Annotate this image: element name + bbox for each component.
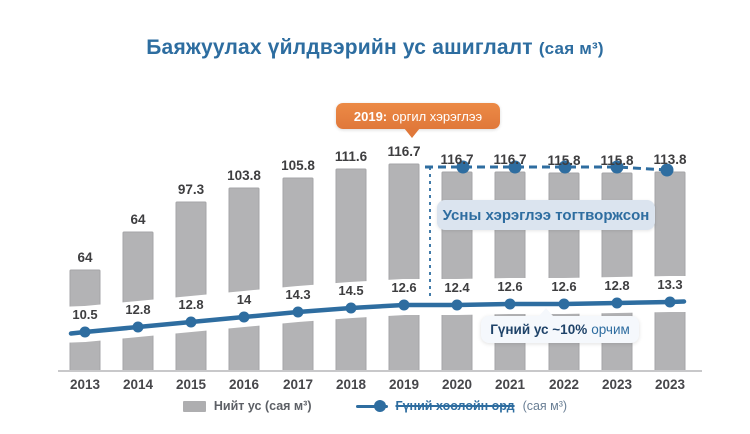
line-value-label: 12.6 [497,279,522,294]
x-axis-year-label: 2018 [336,377,367,392]
bar [388,163,420,372]
line-value-label: 13.3 [657,277,682,292]
title-text: Баяжуулах үйлдвэрийн ус ашиглалт [146,36,533,59]
line-value-label: 12.8 [604,278,629,293]
x-axis-year-label: 2023 [655,377,686,392]
legend-item-total-water: Нийт ус (сая м³) [182,399,312,413]
bar [175,201,207,372]
annotation-groundwater-bold: Гүний ус ~10% [490,322,588,337]
x-axis-year-label: 2017 [283,377,313,392]
peak-year-callout: 2019: оргил хэрэглээ [336,103,500,138]
bar [335,168,367,372]
callout-year: 2019: [353,108,388,124]
annotation-stabilized: Усны хэрэглээ тогтворжсон [437,200,655,230]
line-point-marker [451,299,463,311]
bar-value-label: 115.8 [547,153,581,168]
line-point-marker [185,316,197,328]
x-axis-year-label: 2014 [123,377,154,392]
line-value-label: 14 [237,292,252,307]
bar-value-label: 111.6 [335,149,368,164]
callout-pointer-icon [404,128,420,138]
bar [282,177,314,372]
line-value-label: 10.5 [72,307,97,322]
bar-value-label: 115.8 [600,153,634,168]
bar-value-label: 64 [130,212,146,227]
bar [228,187,260,372]
line-dot-icon [355,400,388,412]
bar-value-label: 64 [77,250,93,265]
bar-value-label: 103.8 [227,168,261,183]
dashed-line-marker [610,160,624,174]
line-point-marker [292,306,304,318]
legend-item-groundwater: Гүний хоолойн орд (сая м³) [355,399,568,413]
line-point-marker [238,311,250,323]
line-point-marker [558,298,570,310]
line-value-label: 12.4 [444,280,470,295]
bar-value-label: 105.8 [281,158,315,173]
bar-value-label: 116.7 [387,144,420,159]
legend: Нийт ус (сая м³) Гүний хоолойн орд (сая … [0,399,750,413]
annotation-stabilized-text: Усны хэрэглээ тогтворжсон [442,206,650,224]
page-title: Баяжуулах үйлдвэрийн ус ашиглалт (сая м³… [0,36,750,60]
bar-value-label: 116.7 [440,152,473,167]
legend-groundwater-label: Гүний хоолойн орд [395,399,515,413]
callout-text: оргил хэрэглээ [392,108,483,124]
line-value-label: 12.6 [391,280,416,295]
dashed-line-marker [660,163,674,177]
line-point-marker [398,299,410,311]
dashed-line-marker [456,160,470,174]
line-point-marker [79,326,91,338]
line-value-label: 12.6 [551,279,576,294]
line-value-label: 12.8 [125,302,150,317]
x-axis-year-label: 2022 [549,377,579,392]
bar-swatch-icon [182,400,206,412]
x-axis-year-label: 2020 [442,377,472,392]
line-channel [57,276,702,343]
bar-value-label: 113.8 [653,152,687,167]
legend-total-label: Нийт ус (сая м³) [213,399,312,413]
bar-value-label: 97.3 [178,182,205,197]
legend-groundwater-unit: (сая м³) [522,399,568,413]
annotation-groundwater-rest: орчим [591,322,630,337]
title-unit: (сая м³) [538,39,604,58]
x-axis-year-label: 2016 [229,377,260,392]
x-axis-year-label: 2015 [176,377,207,392]
line-value-label: 12.8 [178,297,203,312]
line-value-label: 14.5 [338,283,363,298]
annotation-groundwater: Гүний ус ~10% орчим [481,308,639,343]
line-point-marker [504,298,516,310]
x-axis-year-label: 2013 [70,377,101,392]
x-axis-year-label: 2023 [602,377,633,392]
groundwater-line [68,299,687,336]
bar [654,171,686,372]
dashed-line-marker [558,160,572,174]
dashed-line-marker [508,160,522,174]
bar-value-label: 116.7 [493,152,526,167]
line-point-marker [664,296,676,308]
line-value-label: 14.3 [285,287,310,302]
line-point-marker [345,302,357,314]
x-axis-year-label: 2019 [389,377,419,392]
annotation-pointer-icon [539,308,553,316]
x-axis-year-label: 2021 [495,377,526,392]
line-point-marker [132,321,144,333]
line-point-marker [611,297,623,309]
